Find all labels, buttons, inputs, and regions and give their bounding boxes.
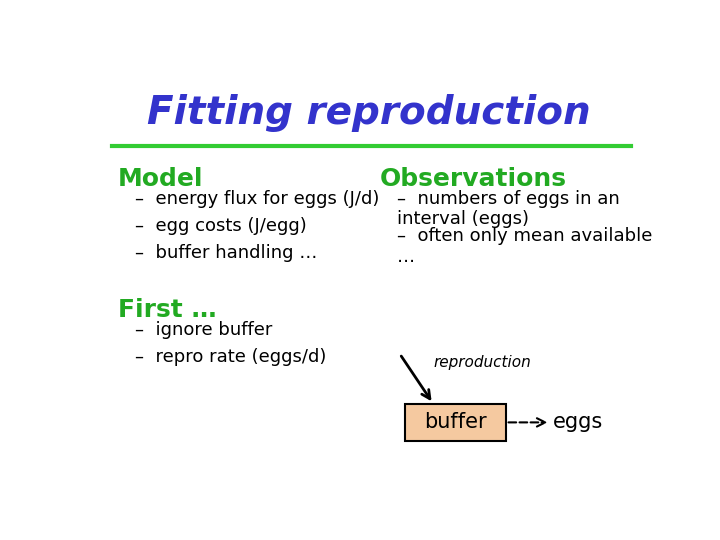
Text: buffer: buffer: [424, 413, 487, 433]
Text: Model: Model: [118, 167, 204, 191]
Text: Observations: Observations: [380, 167, 567, 191]
Text: First …: First …: [118, 298, 217, 322]
Text: –  ignore buffer: – ignore buffer: [135, 321, 272, 339]
FancyBboxPatch shape: [405, 404, 505, 441]
Text: –  often only mean available
…: – often only mean available …: [397, 227, 652, 266]
Text: –  buffer handling …: – buffer handling …: [135, 244, 317, 261]
Text: eggs: eggs: [553, 413, 603, 433]
Text: –  energy flux for eggs (J/d): – energy flux for eggs (J/d): [135, 190, 379, 207]
Text: –  repro rate (eggs/d): – repro rate (eggs/d): [135, 348, 326, 366]
Text: reproduction: reproduction: [433, 355, 531, 370]
Text: Fitting reproduction: Fitting reproduction: [147, 94, 591, 132]
Text: –  numbers of eggs in an
interval (eggs): – numbers of eggs in an interval (eggs): [397, 190, 620, 228]
Text: –  egg costs (J/egg): – egg costs (J/egg): [135, 217, 307, 234]
